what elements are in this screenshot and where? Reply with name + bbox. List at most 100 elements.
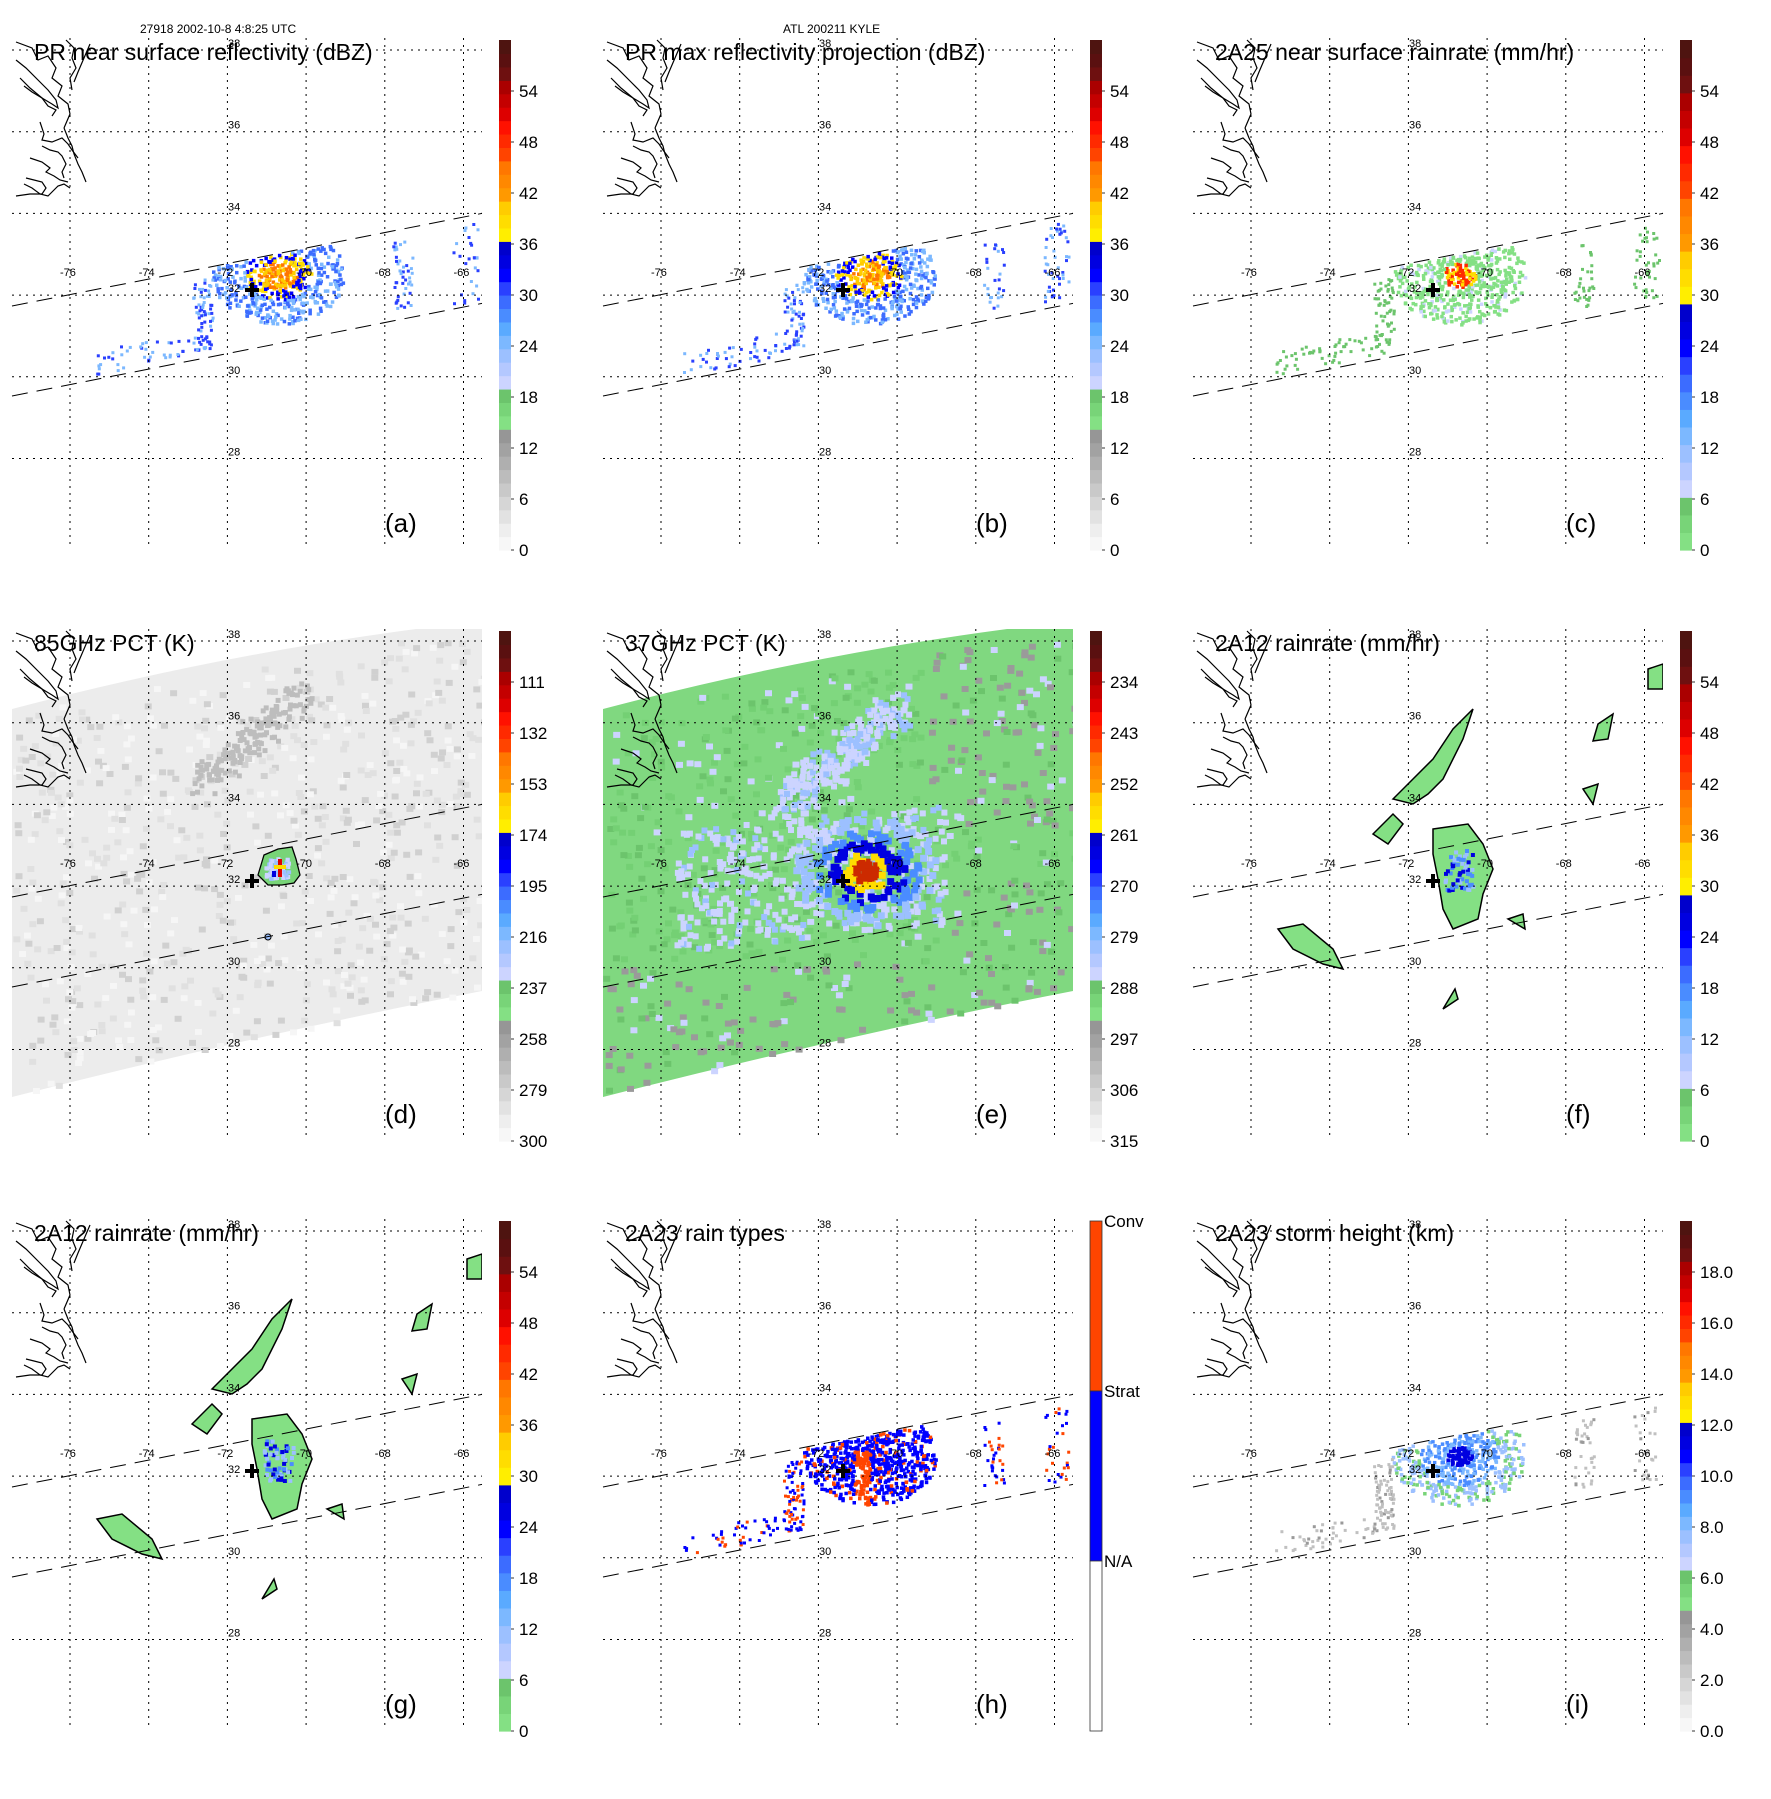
- pr-pixel: [871, 291, 875, 295]
- pr-pixel: [852, 272, 856, 276]
- pr-pixel: [1590, 264, 1593, 267]
- tmi-pixel: [337, 680, 344, 686]
- lon-tick-label: -66: [1635, 267, 1651, 279]
- pr-pixel: [1434, 309, 1438, 313]
- pr-pixel: [749, 357, 752, 360]
- pr-pixel: [784, 299, 787, 302]
- tmi-pixel: [236, 731, 241, 736]
- pr-pixel: [1290, 354, 1293, 357]
- tmi-pixel: [1030, 939, 1037, 945]
- pr-pixel: [322, 300, 326, 304]
- tmi-pixel: [782, 707, 789, 713]
- pr-pixel: [707, 349, 710, 352]
- tmi-pixel: [144, 922, 151, 928]
- tmi-pixel: [613, 955, 620, 961]
- pr-pixel: [1375, 335, 1378, 338]
- tmi-pixel: [281, 957, 288, 963]
- tmi-pixel: [405, 921, 412, 927]
- colorbar-swatch: [1090, 416, 1102, 430]
- pr-pixel: [288, 317, 292, 321]
- pr-pixel: [410, 267, 413, 270]
- tmi-pixel: [161, 997, 168, 1003]
- tmi-pixel: [331, 888, 338, 894]
- pr-pixel: [884, 318, 888, 322]
- tmi-pixel: [848, 669, 855, 675]
- tmi-pixel: [836, 992, 843, 998]
- pr-pixel: [1393, 328, 1396, 331]
- pr-pixel: [278, 254, 282, 257]
- pr-pixel: [259, 282, 263, 286]
- pr-pixel: [398, 260, 401, 263]
- pr-pixel: [212, 270, 216, 274]
- pr-pixel: [994, 279, 997, 282]
- tmi-pixel: [111, 816, 118, 822]
- pr-pixel: [1514, 287, 1518, 291]
- pr-pixel: [234, 298, 238, 302]
- pr-pixel: [331, 300, 335, 304]
- tmi-pixel: [826, 982, 833, 988]
- pr-pixel: [1461, 283, 1465, 287]
- pr-pixel: [1440, 315, 1444, 319]
- pr-pixel: [898, 284, 902, 288]
- tmi-pixel: [123, 741, 130, 747]
- pr-pixel: [1578, 285, 1581, 288]
- tmi-pixel: [245, 756, 252, 762]
- tmi-pixel: [1004, 930, 1011, 936]
- pr-pixel: [1001, 248, 1004, 251]
- tmi-pixel: [371, 675, 378, 681]
- pr-pixel: [1582, 287, 1585, 290]
- pr-pixel: [901, 290, 905, 294]
- tmi-pixel: [724, 1032, 731, 1038]
- pr-pixel: [265, 283, 269, 287]
- tmi-pixel: [765, 775, 772, 781]
- tmi-pixel: [665, 920, 672, 926]
- pr-pixel: [918, 255, 922, 259]
- pr-pixel: [1463, 304, 1467, 308]
- pr-pixel: [855, 305, 859, 309]
- pr-pixel: [1580, 244, 1583, 247]
- pr-pixel: [402, 276, 405, 279]
- tmi-pixel: [123, 878, 130, 884]
- pr-pixel: [235, 271, 239, 275]
- tmi-pixel: [290, 755, 297, 761]
- pr-pixel: [1432, 266, 1436, 270]
- tmi-pixel: [1012, 891, 1019, 897]
- tmi-pixel: [478, 679, 485, 685]
- tmi-pixel: [263, 748, 268, 753]
- tmi-pixel: [1047, 684, 1054, 690]
- pr-pixel: [1457, 290, 1461, 294]
- pr-pixel: [1443, 268, 1447, 272]
- tmi-pixel: [412, 954, 419, 960]
- pr-swath-edge: [1193, 303, 1663, 396]
- colorbar-swatch: [1680, 480, 1692, 498]
- pr-pixel: [998, 278, 1001, 281]
- tmi-pixel: [437, 642, 444, 648]
- tmi-pixel: [362, 997, 369, 1003]
- lat-tick-label: 28: [1409, 447, 1421, 459]
- tmi-pixel: [618, 802, 625, 808]
- tmi-pixel: [939, 653, 946, 659]
- tmi-pixel: [891, 733, 897, 739]
- pr-pixel: [996, 305, 999, 308]
- pr-pixel: [98, 367, 101, 370]
- tmi-pixel: [861, 682, 868, 688]
- colorbar-swatch: [1090, 107, 1102, 121]
- tmi-pixel: [965, 657, 972, 663]
- tmi-pixel: [1054, 656, 1061, 662]
- tmi-pixel: [634, 973, 641, 979]
- tmi-pixel: [56, 716, 63, 722]
- pr-pixel: [859, 272, 863, 276]
- tmi-pixel: [335, 968, 342, 974]
- tmi-pixel: [681, 926, 687, 932]
- storm-identifier: ATL 200211 KYLE: [783, 22, 880, 36]
- pr-pixel: [905, 251, 909, 255]
- tmi-pixel: [444, 762, 451, 768]
- colorbar-swatch: [499, 940, 511, 954]
- tmi-pixel: [791, 691, 798, 697]
- tmi-pixel: [291, 818, 298, 824]
- pr-pixel: [832, 303, 836, 307]
- tmi-pixel: [630, 1027, 637, 1033]
- tmi-pixel: [746, 857, 752, 863]
- tmi-pixel: [748, 700, 755, 706]
